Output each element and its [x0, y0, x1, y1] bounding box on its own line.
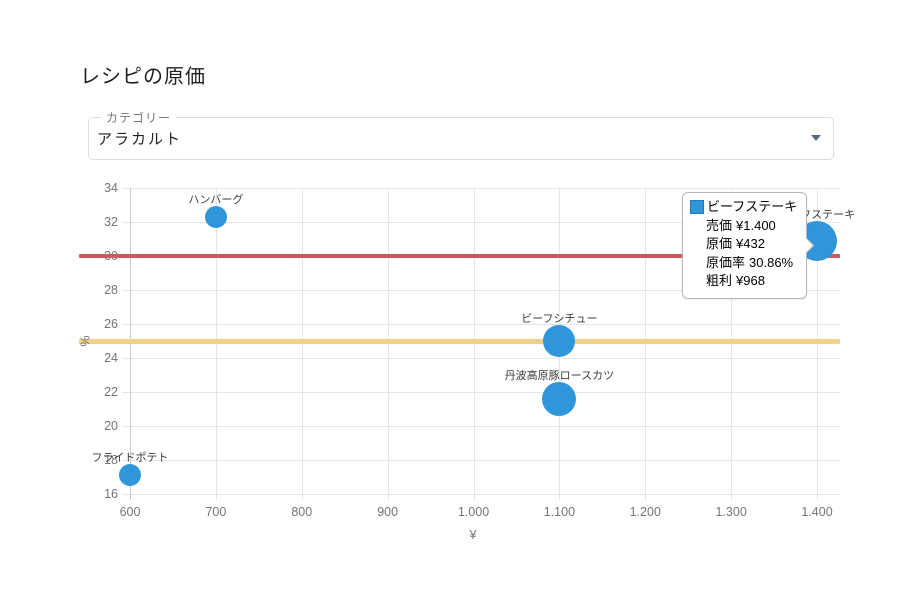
x-tick-label: 1.100 [543, 505, 576, 519]
tooltip-row-value: 30.86% [749, 254, 794, 270]
tooltip-row: 原価 ¥432 [690, 235, 800, 254]
reference-line [79, 338, 840, 344]
x-tick-label: 1.000 [457, 505, 490, 519]
tooltip-row-label: 売価 [706, 217, 733, 233]
point-label: 丹波高原豚ロースカツ [504, 369, 615, 382]
tooltip-row-value: ¥968 [736, 273, 765, 288]
y-tick-label: 16 [104, 487, 118, 501]
x-tick-label: 600 [119, 505, 141, 519]
gridline-vertical [387, 188, 389, 500]
y-axis-title: % [78, 335, 93, 347]
point-label: ハンバーグ [188, 193, 244, 206]
y-tick-label: 34 [104, 181, 118, 195]
bubble[interactable] [119, 464, 141, 487]
point-label: フライドポテト [91, 452, 169, 465]
gridline-vertical [731, 188, 733, 500]
tooltip: ビーフステーキ 売価 ¥1.400 原価 ¥432 原価率 30.86% 粗利 ¥968 [682, 192, 807, 299]
x-tick-label: 1.200 [629, 505, 661, 519]
x-tick-label: 1.400 [801, 505, 833, 519]
bubble[interactable] [543, 325, 576, 357]
legend-swatch-icon [690, 200, 704, 215]
x-tick-label: 900 [377, 505, 399, 519]
gridline-horizontal [122, 324, 840, 325]
bubble[interactable] [542, 381, 577, 416]
x-tick-label: 700 [205, 505, 227, 519]
y-tick-label: 28 [104, 283, 118, 297]
gridline-horizontal [122, 460, 840, 461]
gridline-horizontal [122, 392, 840, 393]
tooltip-row-value: ¥1.400 [736, 217, 776, 233]
y-tick-label: 22 [104, 385, 118, 399]
reference-line [79, 254, 840, 258]
category-select[interactable]: カテゴリー アラカルト [88, 109, 834, 160]
tooltip-row-label: 原価 [706, 236, 733, 251]
gridline-horizontal [122, 290, 840, 291]
gridline-horizontal [122, 494, 840, 495]
category-select-label: カテゴリー [101, 109, 177, 126]
x-axis-title: ¥ [469, 528, 477, 542]
tooltip-title-row: ビーフステーキ [690, 198, 800, 217]
tooltip-row: 売価 ¥1.400 [690, 217, 800, 236]
chevron-down-icon [811, 135, 821, 141]
x-tick-label: 800 [291, 505, 313, 519]
tooltip-row: 原価率 30.86% [690, 254, 800, 273]
tooltip-row-label: 粗利 [706, 273, 733, 288]
y-tick-label: 20 [104, 419, 118, 433]
y-tick-label: 26 [104, 317, 118, 331]
gridline-vertical [473, 188, 475, 500]
gridline-vertical [301, 188, 303, 500]
point-label: ビーフシチュー [521, 313, 598, 325]
gridline-horizontal [122, 426, 840, 427]
gridline-vertical [817, 188, 818, 500]
tooltip-title: ビーフステーキ [707, 199, 798, 214]
gridline-vertical [215, 188, 217, 500]
x-tick-label: 1.300 [715, 505, 747, 519]
tooltip-row-label: 原価率 [706, 254, 746, 270]
bubble[interactable] [204, 205, 227, 228]
gridline-horizontal [122, 358, 840, 359]
gridline-horizontal [122, 222, 840, 223]
category-select-value: アラカルト [97, 131, 183, 148]
y-tick-label: 18 [104, 453, 118, 467]
page-title: レシピの原価 [80, 66, 206, 88]
gridline-horizontal [122, 188, 840, 189]
y-tick-label: 32 [104, 215, 118, 229]
gridline-vertical [130, 188, 131, 500]
tooltip-row: 粗利 ¥968 [690, 272, 800, 291]
tooltip-row-value: ¥432 [736, 236, 765, 251]
gridline-vertical [645, 188, 647, 500]
y-tick-label: 24 [104, 351, 118, 365]
